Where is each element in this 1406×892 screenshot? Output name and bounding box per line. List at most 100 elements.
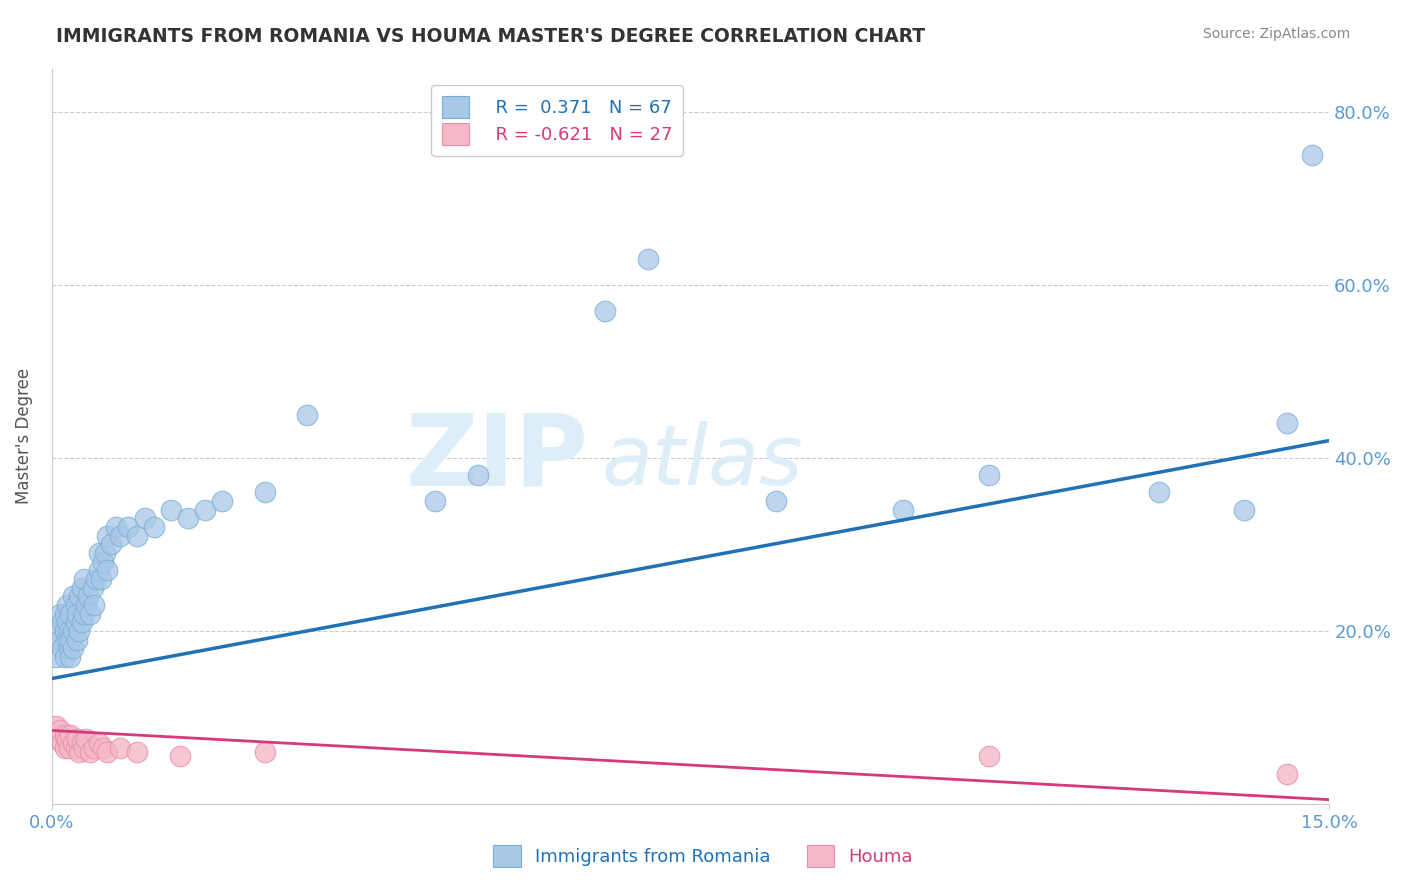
Point [93,546,115,560]
Text: ZIP: ZIP [405,409,588,507]
Point [177,511,200,525]
Point [48,624,70,638]
Point [48,732,70,747]
Point [53,649,76,664]
Point [53,624,76,638]
Point [134,511,156,525]
Point [51,641,73,656]
Point [595,303,617,318]
Point [79,745,101,759]
Point [58,740,80,755]
Point [75,732,97,747]
Point [62,624,84,638]
Point [87,736,110,750]
Point [58,624,80,638]
Point [108,529,131,543]
Point [253,485,276,500]
Point [67,624,90,638]
Point [73,607,96,621]
Point [56,598,79,612]
Point [70,581,93,595]
Text: Source: ZipAtlas.com: Source: ZipAtlas.com [1202,27,1350,41]
Point [45,719,67,733]
Point [96,563,118,577]
Point [977,749,1000,764]
Legend:   R =  0.371   N = 67,   R = -0.621   N = 27: R = 0.371 N = 67, R = -0.621 N = 27 [432,85,683,156]
Point [51,615,73,630]
Point [59,632,82,647]
Point [66,607,89,621]
Point [467,468,489,483]
Point [637,252,659,266]
Point [56,732,79,747]
Point [73,572,96,586]
Point [51,736,73,750]
Point [1301,148,1323,162]
Point [67,745,90,759]
Point [53,728,76,742]
Y-axis label: Master's Degree: Master's Degree [15,368,32,504]
Point [83,598,105,612]
Point [142,520,165,534]
Point [53,740,76,755]
Point [100,537,122,551]
Point [70,736,93,750]
Point [76,590,98,604]
Point [65,615,87,630]
Point [125,529,148,543]
Point [75,598,97,612]
Point [117,520,139,534]
Point [87,563,110,577]
Point [59,649,82,664]
Point [65,598,87,612]
Point [194,503,217,517]
Point [91,740,114,755]
Point [59,728,82,742]
Point [90,572,112,586]
Point [53,607,76,621]
Point [96,529,118,543]
Point [67,590,90,604]
Point [1233,503,1256,517]
Point [253,745,276,759]
Point [125,745,148,759]
Point [59,607,82,621]
Point [58,641,80,656]
Point [49,607,72,621]
Point [893,503,915,517]
Point [66,632,89,647]
Point [423,494,446,508]
Point [49,723,72,738]
Text: atlas: atlas [602,422,803,502]
Point [211,494,233,508]
Point [45,649,67,664]
Point [104,520,127,534]
Point [297,408,319,422]
Point [160,503,183,517]
Point [79,607,101,621]
Point [66,732,89,747]
Point [62,590,84,604]
Point [62,736,84,750]
Point [87,546,110,560]
Point [83,740,105,755]
Point [84,572,107,586]
Point [108,740,131,755]
Point [56,615,79,630]
Point [82,581,104,595]
Point [73,740,96,755]
Point [765,494,787,508]
Point [1147,485,1170,500]
Point [169,749,191,764]
Point [49,632,72,647]
Point [96,745,118,759]
Point [1275,766,1298,780]
Point [62,641,84,656]
Legend: Immigrants from Romania, Houma: Immigrants from Romania, Houma [486,838,920,874]
Point [91,555,114,569]
Point [56,632,79,647]
Text: IMMIGRANTS FROM ROMANIA VS HOUMA MASTER'S DEGREE CORRELATION CHART: IMMIGRANTS FROM ROMANIA VS HOUMA MASTER'… [56,27,925,45]
Point [65,740,87,755]
Point [977,468,1000,483]
Point [1275,417,1298,431]
